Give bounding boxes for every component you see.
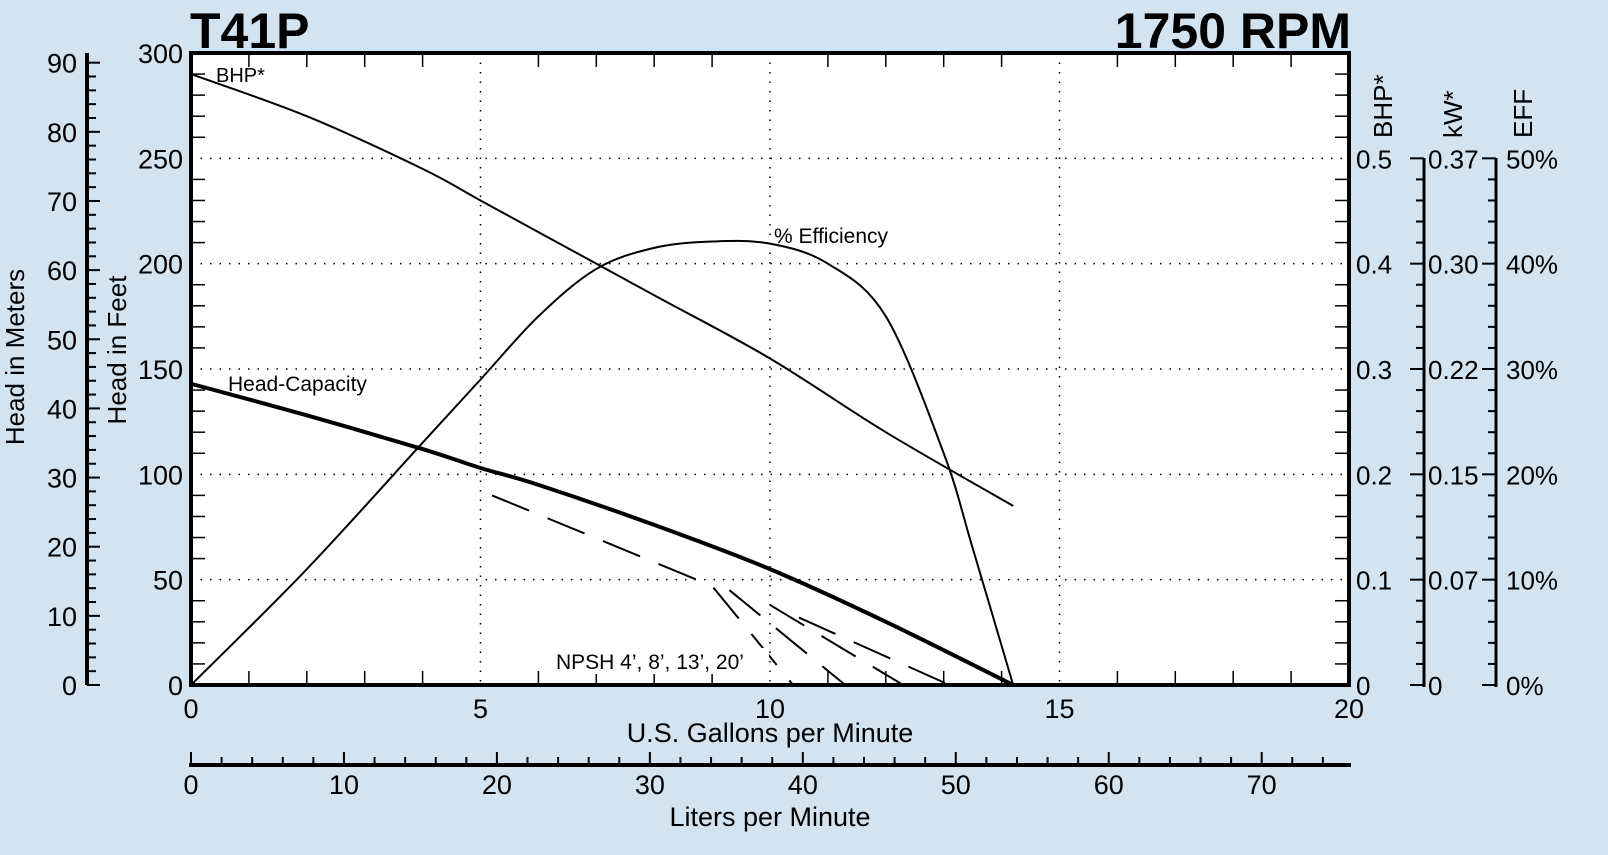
eff-tick-label: 10%	[1506, 566, 1558, 596]
bhp-tick-label: 0	[1356, 671, 1370, 701]
lpm-axis-label: Liters per Minute	[669, 802, 870, 832]
npsh-13-curve	[769, 604, 904, 686]
kw-tick-label: 0.37	[1428, 144, 1479, 174]
kw-tick-label: 0.07	[1428, 566, 1479, 596]
kw-tick-label: 0	[1428, 671, 1442, 701]
kw-tick-label: 0.30	[1428, 250, 1479, 280]
gpm-tick-label: 10	[755, 694, 785, 724]
plot-frame	[189, 51, 1351, 687]
kw-axis: 0 0.07 0.15 0.22 0.30 0.37 kW*	[1410, 90, 1479, 701]
gpm-axis: 0 5 10 15 20 U.S. Gallons per Minute	[183, 694, 1364, 748]
gpm-axis-label: U.S. Gallons per Minute	[627, 718, 914, 748]
curves	[190, 73, 1015, 687]
gpm-tick-label: 20	[1334, 694, 1364, 724]
bhp-tick-label: 0.5	[1356, 144, 1392, 174]
bhp-tick-label: 0.1	[1356, 566, 1392, 596]
meters-tick-label: 40	[47, 394, 77, 424]
feet-tick-label: 100	[138, 460, 183, 490]
meters-tick-label: 0	[62, 671, 77, 701]
eff-axis: 0% 10% 20% 30% 40% 50% EFF	[1482, 89, 1558, 701]
model-title: T41P	[190, 3, 310, 59]
head-capacity-annotation: Head-Capacity	[228, 373, 367, 396]
npsh-20-curve	[798, 616, 950, 686]
meters-axis: 0 10 20 30 40 50 60 70 80 90 Head in Meters	[0, 49, 100, 701]
bhp-annotation: BHP*	[216, 65, 265, 87]
eff-tick-label: 0%	[1506, 671, 1544, 701]
feet-tick-label: 300	[138, 39, 183, 69]
eff-tick-label: 20%	[1506, 460, 1558, 490]
npsh-label-bg	[553, 648, 769, 674]
kw-axis-label: kW*	[1438, 90, 1468, 138]
lpm-tick-label: 40	[788, 770, 818, 800]
eff-tick-label: 30%	[1506, 355, 1558, 385]
eff-tick-label: 40%	[1506, 250, 1558, 280]
lpm-tick-label: 60	[1094, 770, 1124, 800]
bhp-curve	[190, 73, 1014, 507]
feet-axis-label: Head in Feet	[102, 275, 132, 425]
gpm-tick-label: 15	[1044, 694, 1074, 724]
bhp-tick-label: 0.4	[1356, 250, 1392, 280]
lpm-axis: 0 10 20 30 40 50 60 70 Liters per Minute	[183, 752, 1351, 832]
eff-tick-label: 50%	[1506, 144, 1558, 174]
bhp-axis: 0 0.1 0.2 0.3 0.4 0.5 BHP*	[1356, 74, 1398, 701]
meters-tick-label: 80	[47, 118, 77, 148]
npsh-annotation: NPSH 4’, 8’, 13’, 20’	[556, 651, 744, 674]
meters-tick-label: 20	[47, 533, 77, 563]
lpm-tick-label: 10	[329, 770, 359, 800]
npsh-8-curve	[728, 589, 846, 686]
plot-area	[191, 53, 1349, 685]
bhp-tick-label: 0.3	[1356, 355, 1392, 385]
meters-axis-label: Head in Meters	[0, 269, 30, 445]
efficiency-curve	[190, 239, 1015, 686]
rpm-title: 1750 RPM	[1115, 3, 1351, 59]
meters-tick-label: 70	[47, 187, 77, 217]
meters-tick-label: 50	[47, 325, 77, 355]
grid-lines	[191, 53, 1349, 685]
feet-tick-label: 50	[153, 566, 183, 596]
bhp-tick-label: 0.2	[1356, 460, 1392, 490]
feet-tick-label: 200	[138, 250, 183, 280]
gpm-tick-label: 5	[473, 694, 488, 724]
meters-tick-label: 60	[47, 256, 77, 286]
lpm-tick-label: 70	[1247, 770, 1277, 800]
lpm-tick-label: 20	[482, 770, 512, 800]
feet-axis: 0 50 100 150 200 250 300 Head in Feet	[102, 39, 183, 701]
lpm-tick-label: 0	[183, 770, 198, 800]
meters-tick-label: 30	[47, 464, 77, 494]
meters-tick-label: 90	[47, 49, 77, 79]
gpm-tick-label: 0	[183, 694, 198, 724]
head-capacity-curve	[190, 381, 1015, 687]
feet-tick-label: 250	[138, 144, 183, 174]
eff-axis-label: EFF	[1508, 89, 1538, 138]
kw-tick-label: 0.15	[1428, 460, 1479, 490]
bhp-axis-label: BHP*	[1368, 74, 1398, 138]
feet-tick-label: 0	[168, 671, 183, 701]
kw-tick-label: 0.22	[1428, 355, 1479, 385]
feet-tick-label: 150	[138, 355, 183, 385]
efficiency-annotation: % Efficiency	[774, 225, 888, 248]
meters-tick-label: 10	[47, 602, 77, 632]
lpm-tick-label: 30	[635, 770, 665, 800]
lpm-tick-label: 50	[941, 770, 971, 800]
